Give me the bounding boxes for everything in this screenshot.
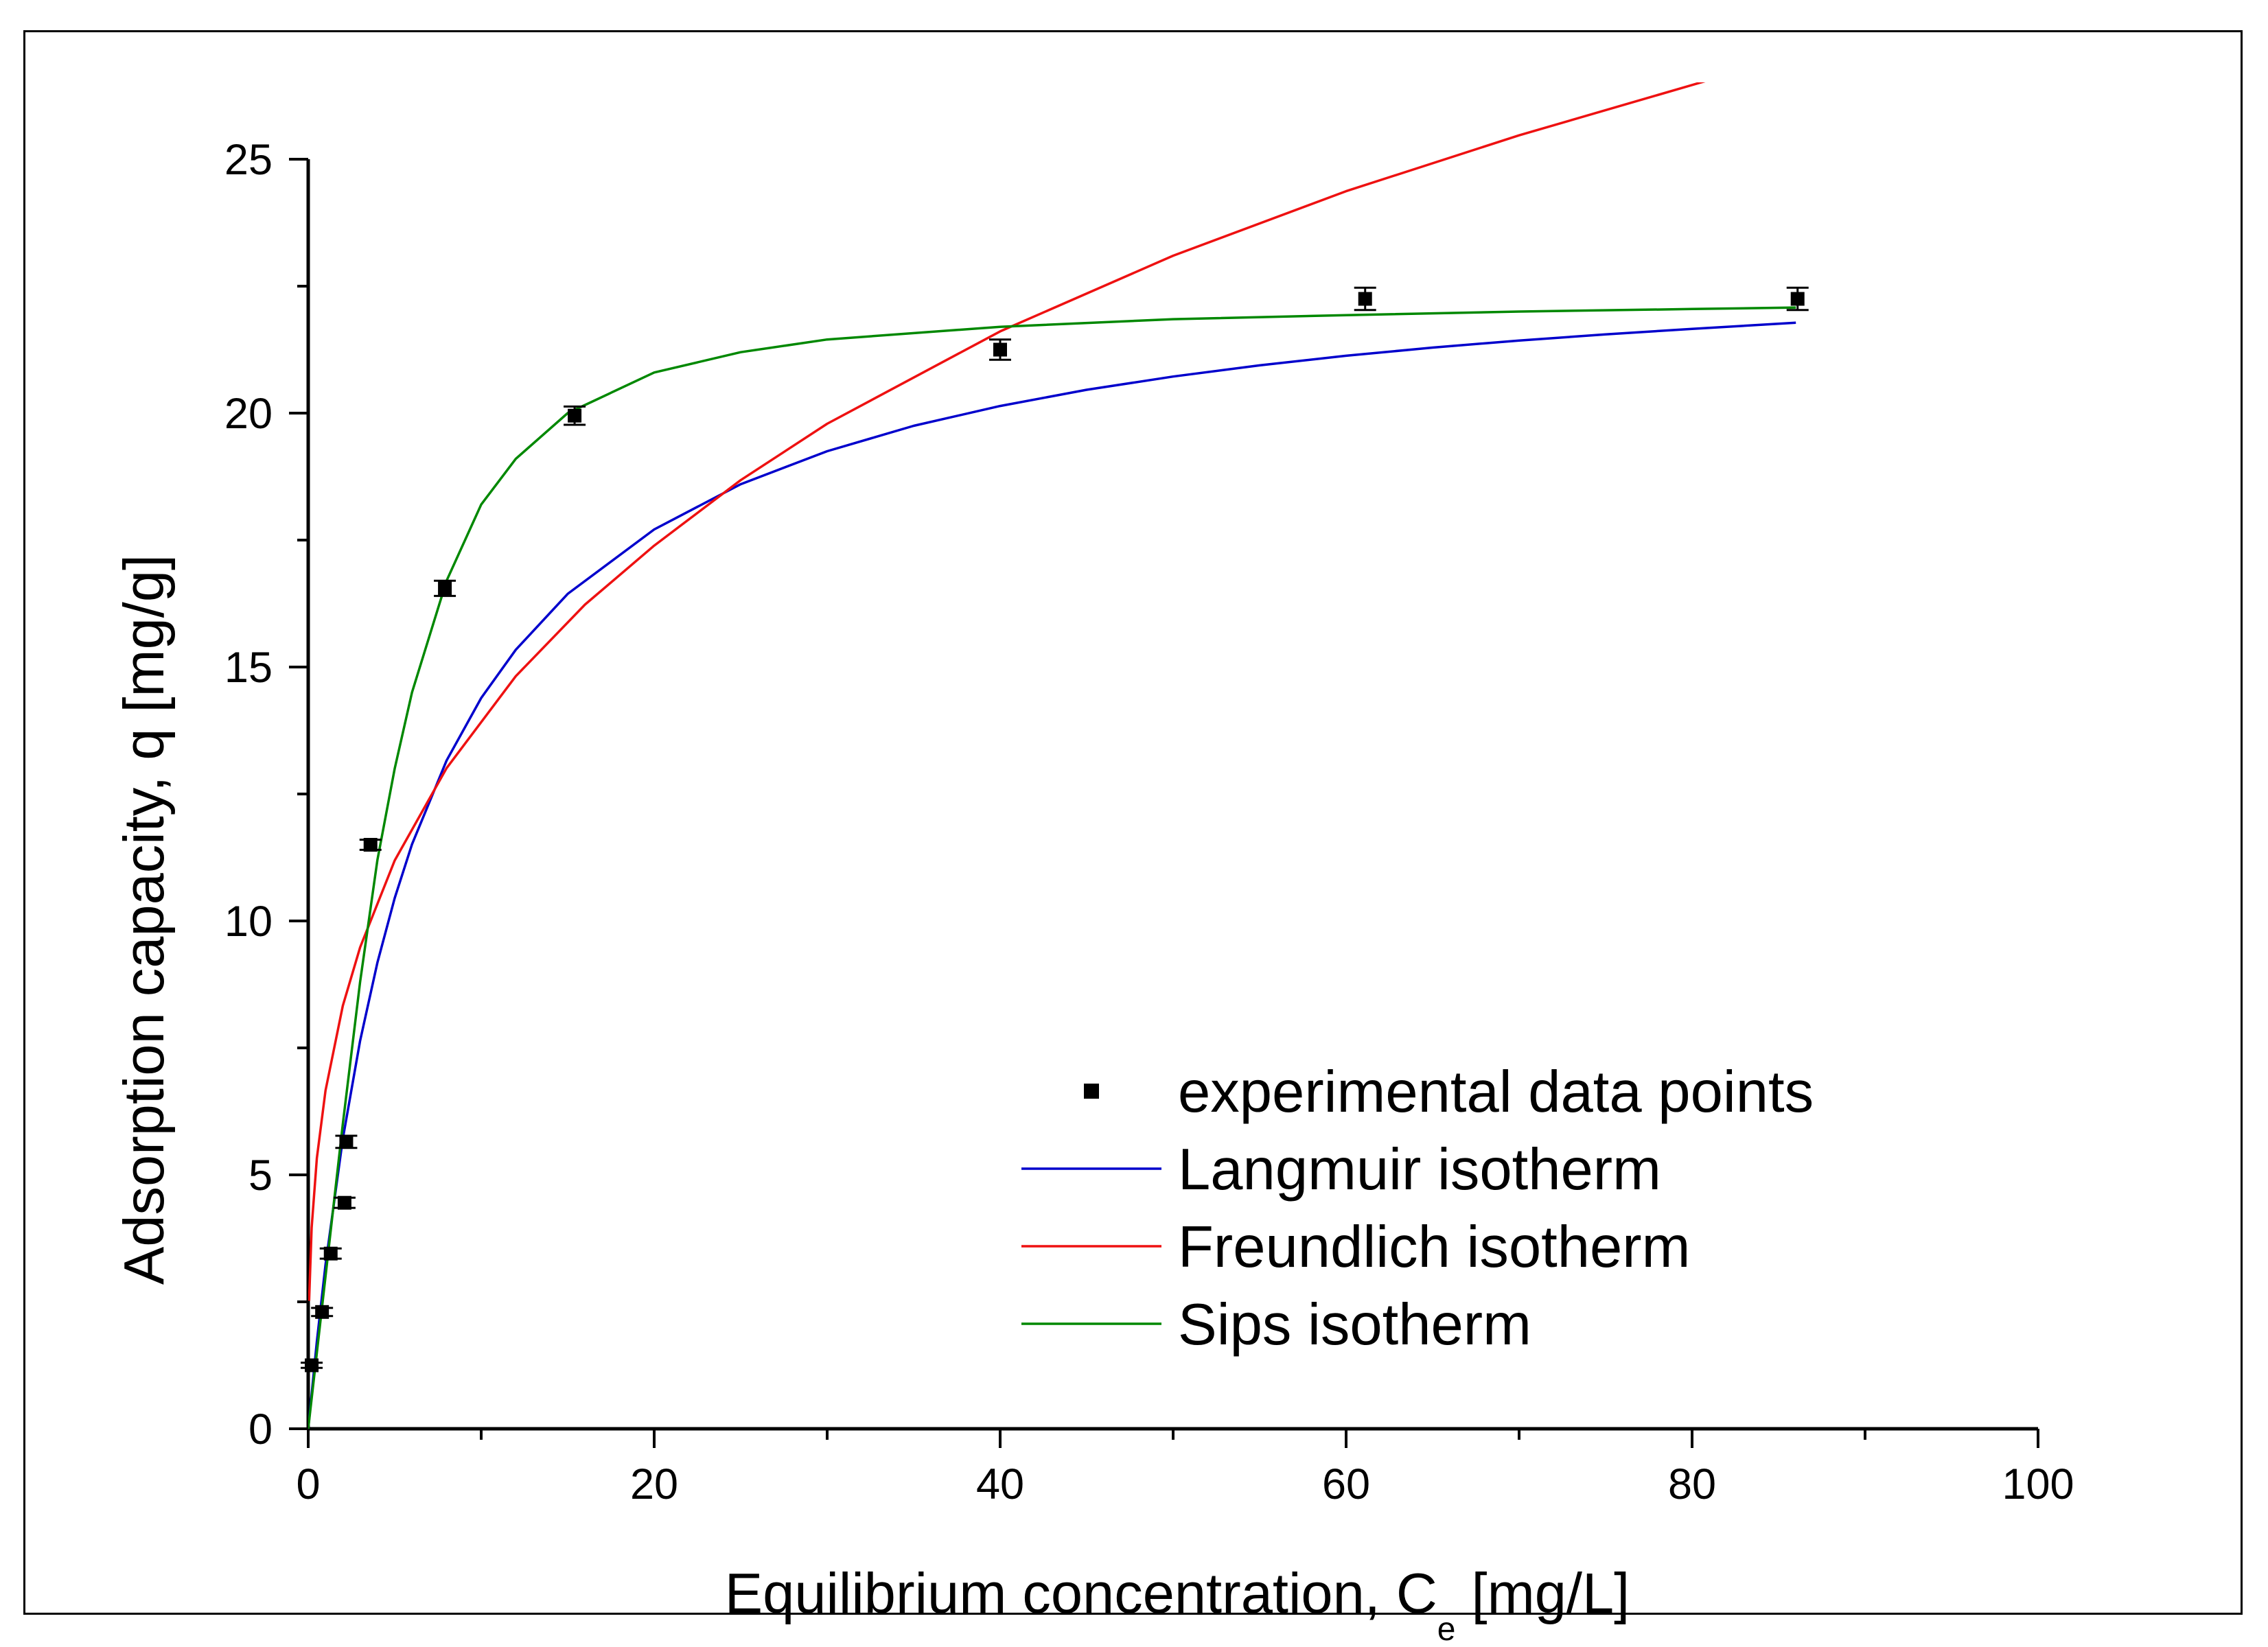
data-point	[1786, 286, 1809, 312]
series-line-sips-isotherm	[308, 306, 1796, 1429]
data-marker	[337, 1195, 351, 1210]
y-tick-label: 20	[224, 390, 273, 438]
data-point	[989, 338, 1011, 361]
x-tick-label: 40	[976, 1460, 1024, 1508]
legend-label: Freundlich isotherm	[1178, 1215, 1690, 1280]
data-marker	[993, 342, 1007, 357]
x-axis-title: Equilibrium concentration, Ce [mg/L]	[725, 1561, 1630, 1647]
data-marker	[1358, 292, 1372, 306]
y-tick-label: 0	[248, 1405, 273, 1453]
data-point	[1354, 286, 1376, 312]
x-tick-label: 100	[2002, 1460, 2074, 1508]
legend-item: Freundlich isotherm	[1021, 1215, 1690, 1280]
curves	[308, 82, 1796, 1429]
x-tick-label: 60	[1322, 1460, 1370, 1508]
y-axis-title: Adsorption capacity, q [mg/g]	[112, 554, 176, 1285]
data-points	[301, 286, 1809, 1372]
y-tick-label: 5	[248, 1152, 273, 1200]
data-marker	[323, 1246, 338, 1261]
data-marker	[315, 1305, 329, 1319]
data-point	[564, 405, 586, 426]
data-marker	[568, 408, 582, 423]
x-tick-label: 0	[296, 1460, 320, 1508]
legend-label: experimental data points	[1178, 1060, 1814, 1125]
legend: experimental data points Langmuir isother…	[1021, 1060, 1814, 1357]
x-tick-label: 20	[630, 1460, 678, 1508]
axes: 0 20 40 60 80 100 0 5 10 15 20 25	[224, 136, 2074, 1508]
legend-item: Sips isotherm	[1021, 1292, 1531, 1357]
legend-marker	[1084, 1084, 1099, 1099]
x-axis-title-unit: [mg/L]	[1456, 1561, 1630, 1625]
data-marker	[339, 1134, 354, 1149]
data-point	[301, 1358, 323, 1372]
data-point	[335, 1134, 358, 1149]
y-tick-label: 15	[224, 644, 273, 692]
data-point	[359, 838, 382, 852]
data-point	[333, 1195, 356, 1210]
x-tick-label: 80	[1668, 1460, 1716, 1508]
legend-label: Sips isotherm	[1178, 1292, 1531, 1357]
data-marker	[363, 838, 378, 852]
y-tick-label: 10	[224, 898, 273, 946]
y-tick-label: 25	[224, 136, 273, 184]
series-line-langmuir-isotherm	[308, 321, 1796, 1429]
figure-frame	[23, 30, 2243, 1615]
data-marker	[438, 581, 452, 596]
legend-item: Langmuir isotherm	[1021, 1137, 1661, 1202]
legend-label: Langmuir isotherm	[1178, 1137, 1661, 1202]
data-point	[319, 1246, 342, 1261]
data-point	[434, 579, 456, 597]
series-line-freundlich-isotherm	[308, 82, 1706, 1301]
data-marker	[305, 1358, 319, 1372]
legend-item: experimental data points	[1084, 1060, 1814, 1125]
data-marker	[1790, 292, 1805, 306]
data-point	[311, 1305, 334, 1319]
x-axis-title-subscript: e	[1437, 1611, 1456, 1647]
